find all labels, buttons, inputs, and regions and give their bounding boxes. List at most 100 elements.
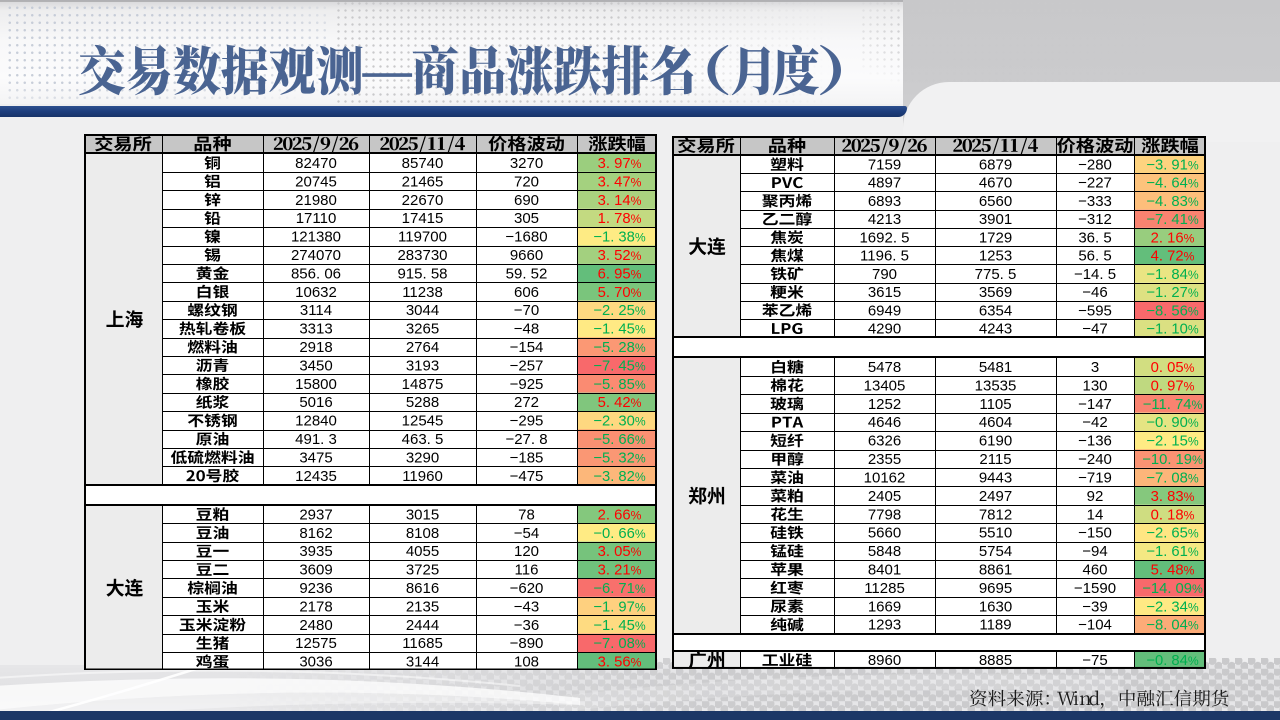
svg-text:6190: 6190: [979, 433, 1012, 450]
svg-text:22670: 22670: [402, 192, 444, 209]
svg-text:20745: 20745: [295, 173, 337, 190]
svg-text:1189: 1189: [979, 617, 1011, 634]
svg-text:460: 460: [1082, 562, 1107, 579]
svg-text:274070: 274070: [291, 247, 341, 264]
svg-text:12575: 12575: [295, 635, 337, 652]
svg-text:2355: 2355: [868, 451, 901, 468]
svg-text:12840: 12840: [295, 413, 337, 430]
svg-text:5016: 5016: [299, 394, 332, 411]
svg-text:−0. 84%: −0. 84%: [1146, 653, 1199, 669]
svg-text:−46: −46: [1082, 284, 1107, 301]
svg-text:−47: −47: [1082, 321, 1107, 338]
svg-text:8108: 8108: [406, 525, 439, 542]
svg-text:−7. 45%: −7. 45%: [593, 358, 646, 374]
svg-text:−70: −70: [514, 302, 539, 319]
svg-text:−136: −136: [1078, 433, 1112, 450]
svg-text:2444: 2444: [406, 617, 439, 634]
svg-text:−1590: −1590: [1074, 580, 1116, 597]
svg-text:119700: 119700: [398, 229, 447, 246]
svg-text:21465: 21465: [402, 173, 444, 190]
svg-text:5754: 5754: [979, 543, 1012, 560]
svg-text:−5. 66%: −5. 66%: [593, 432, 646, 448]
svg-text:82470: 82470: [295, 155, 337, 172]
svg-text:5848: 5848: [868, 543, 901, 560]
svg-text:0. 97%: 0. 97%: [1151, 378, 1195, 394]
svg-text:4055: 4055: [406, 543, 439, 560]
svg-text:5478: 5478: [868, 359, 901, 376]
svg-text:13405: 13405: [864, 377, 906, 394]
svg-text:−2. 65%: −2. 65%: [1146, 526, 1199, 542]
svg-text:3036: 3036: [299, 654, 332, 670]
svg-text:1252: 1252: [868, 396, 901, 413]
svg-text:3. 14%: 3. 14%: [598, 193, 642, 209]
svg-text:−5. 28%: −5. 28%: [593, 340, 646, 356]
svg-text:3114: 3114: [300, 302, 332, 319]
svg-text:6354: 6354: [979, 302, 1012, 319]
svg-text:−2. 15%: −2. 15%: [1146, 434, 1199, 450]
svg-text:−2. 34%: −2. 34%: [1146, 599, 1199, 615]
svg-text:−890: −890: [510, 635, 544, 652]
svg-text:13535: 13535: [975, 377, 1017, 394]
svg-text:915. 58: 915. 58: [397, 265, 447, 282]
svg-text:−147: −147: [1078, 396, 1112, 413]
svg-text:−240: −240: [1078, 451, 1112, 468]
svg-text:3044: 3044: [406, 302, 439, 319]
svg-text:−8. 56%: −8. 56%: [1146, 303, 1199, 319]
svg-text:120: 120: [514, 543, 539, 560]
svg-text:−4. 83%: −4. 83%: [1146, 194, 1199, 210]
svg-text:−1. 45%: −1. 45%: [593, 322, 646, 338]
svg-text:1. 78%: 1. 78%: [598, 211, 642, 227]
svg-text:−3. 91%: −3. 91%: [1146, 157, 1199, 173]
svg-text:−75: −75: [1082, 652, 1107, 669]
svg-text:3725: 3725: [406, 562, 439, 579]
svg-text:108: 108: [514, 654, 539, 670]
svg-text:−27. 8: −27. 8: [505, 431, 547, 448]
svg-text:6893: 6893: [868, 193, 901, 210]
svg-text:−3. 82%: −3. 82%: [593, 469, 646, 485]
svg-text:−620: −620: [510, 580, 544, 597]
svg-text:−4. 64%: −4. 64%: [1146, 176, 1199, 192]
svg-text:9236: 9236: [299, 580, 332, 597]
svg-text:−0. 66%: −0. 66%: [593, 526, 646, 542]
svg-text:−2. 25%: −2. 25%: [593, 303, 646, 319]
svg-text:−2. 30%: −2. 30%: [593, 414, 646, 430]
svg-text:272: 272: [514, 394, 539, 411]
svg-text:856. 06: 856. 06: [291, 265, 341, 282]
svg-text:8861: 8861: [979, 562, 1012, 579]
svg-text:720: 720: [514, 173, 539, 190]
svg-text:3. 05%: 3. 05%: [598, 544, 642, 560]
svg-text:2. 66%: 2. 66%: [598, 507, 642, 523]
svg-text:36. 5: 36. 5: [1078, 229, 1111, 246]
svg-text:−154: −154: [510, 339, 544, 356]
svg-text:463. 5: 463. 5: [402, 431, 444, 448]
svg-text:11238: 11238: [402, 284, 443, 301]
svg-text:−1. 84%: −1. 84%: [1146, 267, 1199, 283]
svg-text:6949: 6949: [868, 302, 901, 319]
svg-text:305: 305: [514, 210, 539, 227]
svg-text:1293: 1293: [868, 617, 901, 634]
svg-text:2405: 2405: [868, 488, 901, 505]
svg-text:78: 78: [518, 506, 535, 523]
svg-text:4. 72%: 4. 72%: [1151, 249, 1195, 265]
svg-text:−1. 61%: −1. 61%: [1146, 544, 1199, 560]
svg-text:12435: 12435: [295, 468, 337, 485]
svg-text:92: 92: [1087, 488, 1104, 505]
svg-text:−36: −36: [514, 617, 539, 634]
svg-text:−7. 41%: −7. 41%: [1146, 212, 1199, 228]
svg-text:8162: 8162: [299, 525, 332, 542]
svg-text:1105: 1105: [979, 396, 1011, 413]
svg-text:3193: 3193: [406, 357, 439, 374]
svg-text:0. 18%: 0. 18%: [1151, 507, 1195, 523]
svg-text:6560: 6560: [979, 193, 1012, 210]
svg-text:4604: 4604: [979, 414, 1012, 431]
svg-text:8401: 8401: [868, 562, 901, 579]
svg-text:2178: 2178: [299, 598, 332, 615]
svg-text:5510: 5510: [979, 525, 1012, 542]
svg-text:−0. 90%: −0. 90%: [1146, 415, 1199, 431]
svg-text:−14. 09%: −14. 09%: [1142, 581, 1203, 597]
svg-text:−8. 04%: −8. 04%: [1146, 618, 1199, 634]
svg-text:14: 14: [1087, 506, 1104, 523]
svg-text:−5. 32%: −5. 32%: [593, 450, 646, 466]
svg-text:−39: −39: [1082, 598, 1107, 615]
svg-text:17110: 17110: [296, 210, 337, 227]
